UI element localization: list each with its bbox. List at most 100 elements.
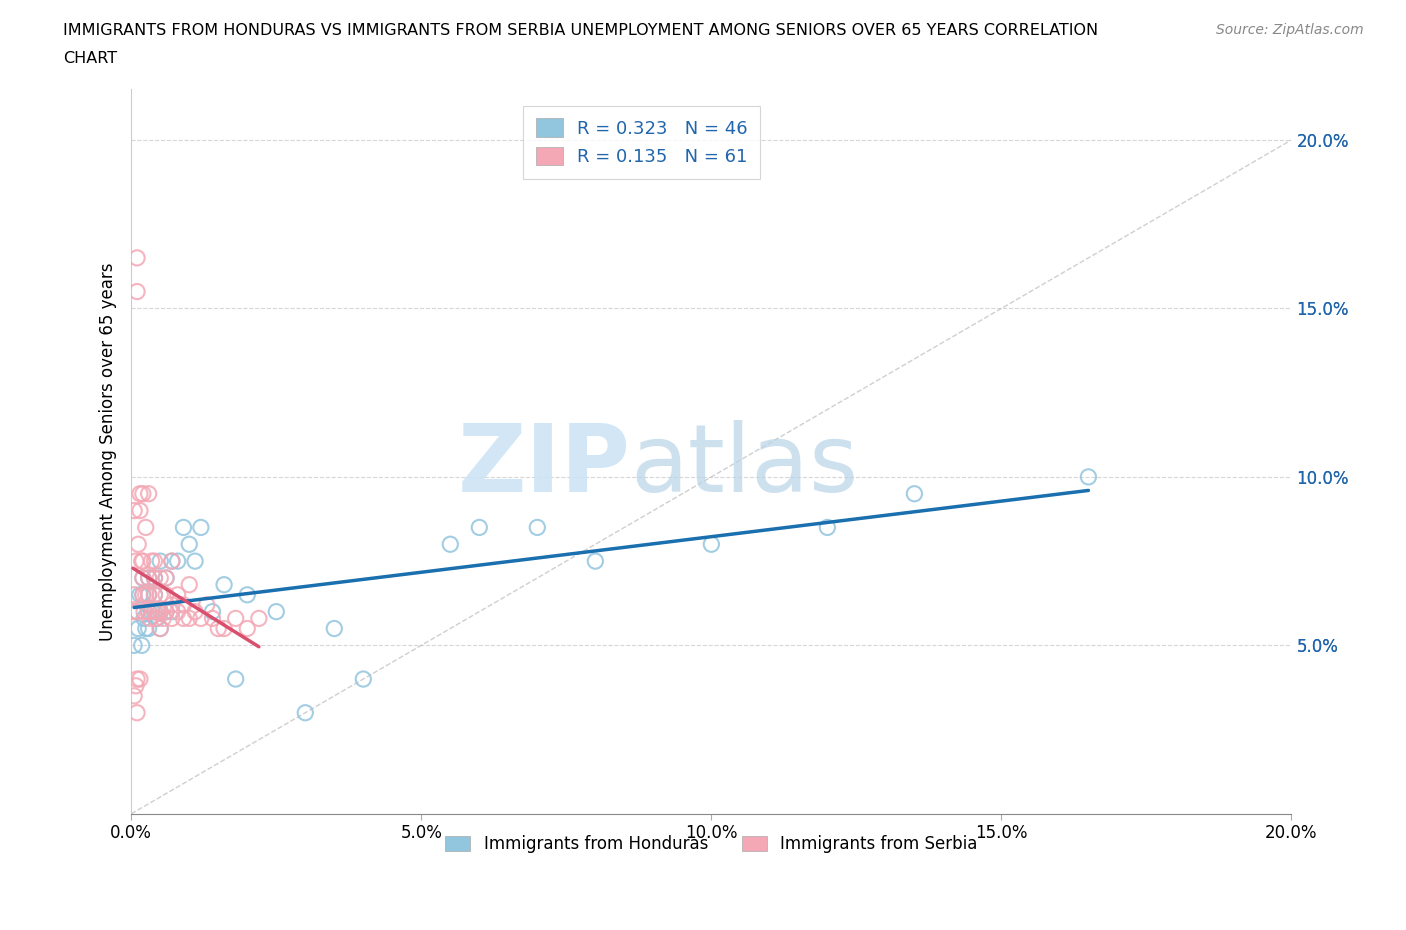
Point (131, 638, 153, 653)
Point (155, 604, 177, 619)
Point (129, 486, 152, 501)
Point (125, 604, 148, 619)
Point (815, 520, 838, 535)
Point (138, 486, 160, 501)
Point (179, 578, 201, 592)
Point (138, 588, 160, 603)
Point (125, 604, 148, 619)
Point (700, 537, 723, 551)
Text: atlas: atlas (630, 420, 859, 512)
Point (125, 671, 148, 686)
Point (127, 621, 149, 636)
Point (179, 537, 201, 551)
Point (131, 553, 153, 568)
Text: CHART: CHART (63, 51, 117, 66)
Point (247, 611, 270, 626)
Point (135, 520, 157, 535)
Point (149, 553, 172, 568)
Point (195, 597, 218, 612)
Point (135, 588, 157, 603)
Point (138, 604, 160, 619)
Point (149, 621, 172, 636)
Point (172, 520, 194, 535)
Point (201, 604, 224, 619)
Text: Source: ZipAtlas.com: Source: ZipAtlas.com (1216, 23, 1364, 37)
Point (125, 285, 148, 299)
Point (138, 588, 160, 603)
Point (129, 588, 152, 603)
Point (225, 671, 247, 686)
Point (264, 604, 287, 619)
Point (190, 611, 212, 626)
Point (132, 570, 155, 585)
Point (132, 588, 155, 603)
Point (160, 604, 183, 619)
Point (166, 604, 188, 619)
Point (125, 250, 148, 265)
Point (125, 553, 148, 568)
Point (903, 486, 925, 501)
Point (212, 621, 235, 636)
Point (184, 604, 207, 619)
Point (143, 553, 166, 568)
Point (172, 611, 194, 626)
Point (143, 604, 166, 619)
Point (212, 578, 235, 592)
Point (323, 621, 346, 636)
Point (294, 705, 316, 720)
Point (179, 611, 201, 626)
Point (166, 553, 188, 568)
Point (132, 611, 155, 626)
Point (160, 553, 183, 568)
Point (155, 588, 177, 603)
Point (149, 588, 172, 603)
Point (160, 597, 183, 612)
Point (149, 570, 172, 585)
Point (184, 553, 207, 568)
Point (149, 621, 172, 636)
Point (143, 588, 166, 603)
Point (526, 520, 548, 535)
Point (352, 671, 374, 686)
Legend: Immigrants from Honduras, Immigrants from Serbia: Immigrants from Honduras, Immigrants fro… (439, 829, 984, 860)
Point (1077, 470, 1099, 485)
Point (125, 678, 148, 693)
Point (145, 611, 167, 626)
Point (190, 520, 212, 535)
Point (125, 705, 148, 720)
Point (122, 688, 145, 703)
Point (122, 588, 145, 603)
Point (160, 611, 183, 626)
Point (143, 570, 166, 585)
Point (146, 611, 169, 626)
Point (132, 570, 155, 585)
Point (225, 611, 247, 626)
Point (146, 604, 169, 619)
Point (132, 486, 155, 501)
Point (139, 611, 162, 626)
Point (132, 588, 155, 603)
Point (236, 588, 259, 603)
Point (141, 604, 163, 619)
Point (439, 537, 461, 551)
Point (155, 604, 177, 619)
Y-axis label: Unemployment Among Seniors over 65 years: Unemployment Among Seniors over 65 years (100, 262, 117, 641)
Point (155, 570, 177, 585)
Point (149, 604, 172, 619)
Point (122, 638, 145, 653)
Point (468, 520, 491, 535)
Point (160, 553, 183, 568)
Point (135, 621, 157, 636)
Point (138, 570, 160, 585)
Point (143, 604, 166, 619)
Point (583, 553, 606, 568)
Point (132, 553, 155, 568)
Point (152, 611, 174, 626)
Point (138, 570, 160, 585)
Point (201, 611, 224, 626)
Text: ZIP: ZIP (457, 420, 630, 512)
Text: IMMIGRANTS FROM HONDURAS VS IMMIGRANTS FROM SERBIA UNEMPLOYMENT AMONG SENIORS OV: IMMIGRANTS FROM HONDURAS VS IMMIGRANTS F… (63, 23, 1098, 38)
Point (129, 503, 152, 518)
Point (132, 604, 155, 619)
Point (207, 621, 229, 636)
